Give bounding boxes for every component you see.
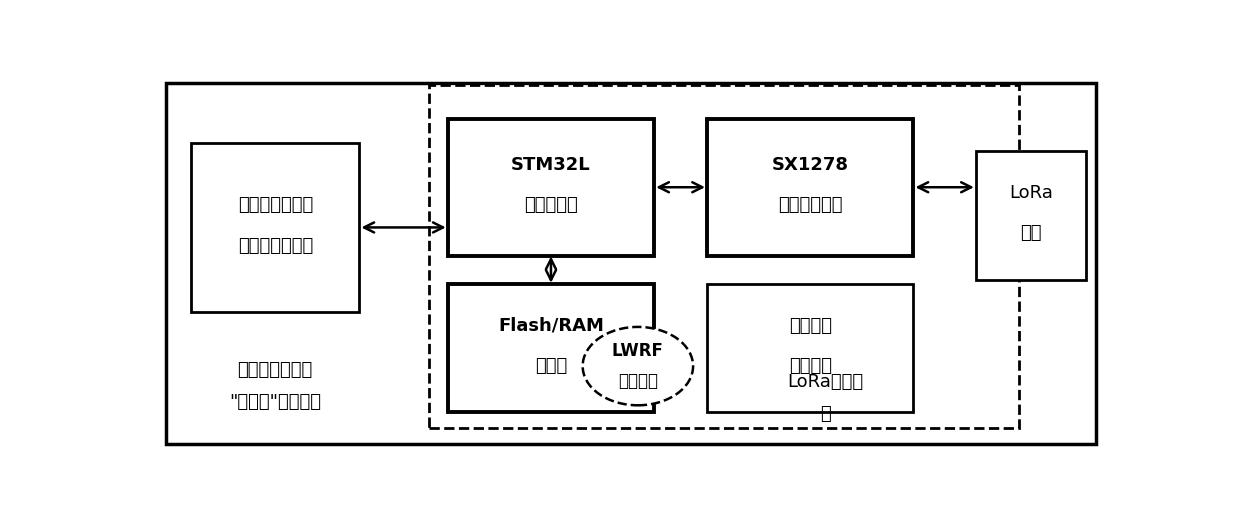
Text: 存储器: 存储器 — [535, 357, 567, 375]
Text: 私有协议: 私有协议 — [618, 372, 658, 390]
Text: 中央处理器: 中央处理器 — [524, 196, 577, 215]
Text: 网路: 网路 — [1021, 224, 1042, 242]
FancyBboxPatch shape — [447, 119, 654, 256]
Text: Flash/RAM: Flash/RAM — [498, 317, 603, 335]
Ellipse shape — [582, 327, 693, 405]
FancyBboxPatch shape — [429, 85, 1018, 429]
FancyBboxPatch shape — [191, 143, 359, 312]
Text: LoRa: LoRa — [1009, 184, 1053, 202]
FancyBboxPatch shape — [707, 119, 913, 256]
Text: LWRF: LWRF — [612, 342, 664, 360]
Text: 无线收、发器: 无线收、发器 — [778, 196, 843, 215]
Text: 水、电、气、暖: 水、电、气、暖 — [238, 361, 312, 379]
FancyBboxPatch shape — [707, 284, 913, 412]
FancyBboxPatch shape — [166, 82, 1097, 445]
Text: 水、电、气、暖: 水、电、气、暖 — [238, 196, 313, 215]
Text: SX1278: SX1278 — [772, 156, 849, 174]
Text: 计量表（前端）: 计量表（前端） — [238, 236, 313, 255]
Text: 电源消耗: 电源消耗 — [789, 317, 831, 335]
Text: 智能管理: 智能管理 — [789, 357, 831, 375]
FancyBboxPatch shape — [976, 151, 1087, 280]
Text: LoRa通信模: LoRa通信模 — [787, 373, 864, 391]
FancyBboxPatch shape — [447, 284, 654, 412]
Text: "表联网"计量终端: "表联网"计量终端 — [229, 393, 321, 411]
Text: 块: 块 — [820, 406, 830, 423]
Text: STM32L: STM32L — [512, 156, 591, 174]
